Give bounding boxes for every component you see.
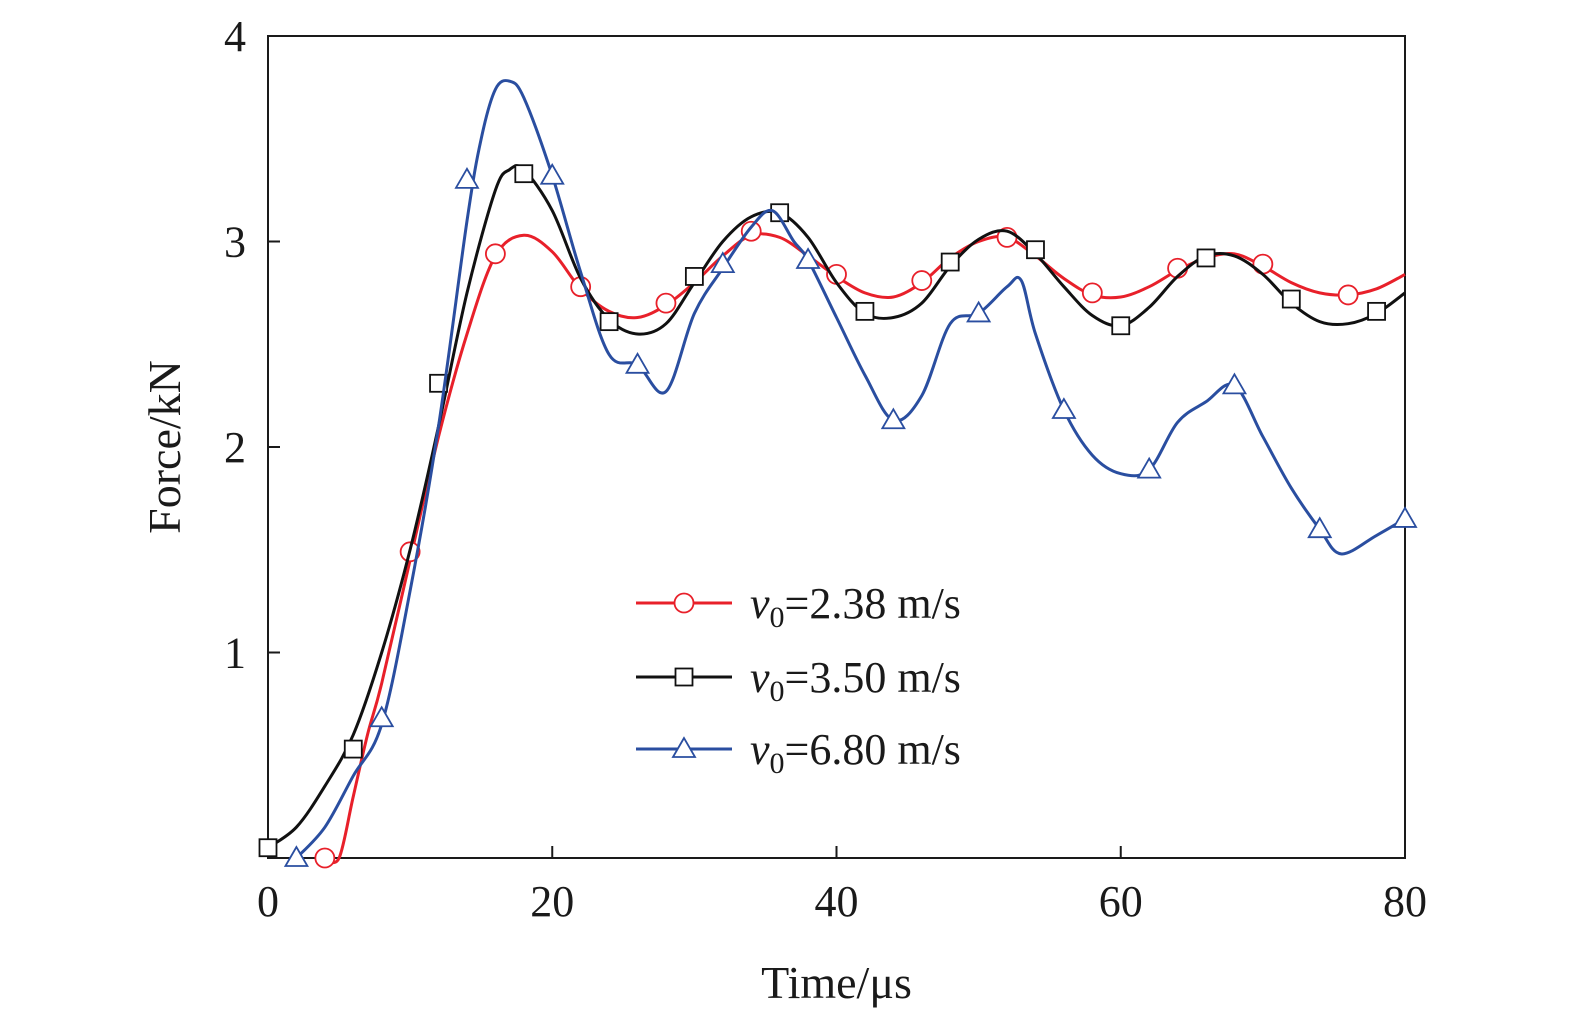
legend-var: v xyxy=(750,725,770,774)
square-marker xyxy=(343,739,363,759)
legend-label: v0=6.80 m/s xyxy=(750,725,961,780)
y-tick-label: 2 xyxy=(224,423,246,472)
legend-subscript: 0 xyxy=(770,747,785,780)
legend-label: v0=2.38 m/s xyxy=(750,579,961,634)
legend-value: =6.80 m/s xyxy=(785,725,961,774)
square-marker xyxy=(599,312,619,332)
square-marker xyxy=(1026,240,1045,260)
triangle-marker xyxy=(1051,397,1077,419)
circle-marker xyxy=(1337,284,1359,306)
circle-marker xyxy=(673,592,695,614)
square-marker xyxy=(1111,316,1131,336)
series-triangle xyxy=(283,79,1418,867)
x-tick-label: 60 xyxy=(1099,877,1143,926)
square-marker xyxy=(1367,301,1386,321)
triangle-marker xyxy=(283,845,309,867)
triangle-marker xyxy=(1392,506,1418,528)
triangle-marker xyxy=(671,736,697,758)
x-axis-title: Time/μs xyxy=(761,957,912,1008)
triangle-marker xyxy=(795,247,821,269)
legend-var: v xyxy=(750,653,770,702)
circle-marker xyxy=(484,243,506,265)
circle-marker xyxy=(314,847,336,869)
square-marker xyxy=(770,203,790,223)
legend-value: =2.38 m/s xyxy=(785,579,961,628)
legend-subscript: 0 xyxy=(770,601,785,634)
plot-area: 0 20 40 60 80 1 2 3 4 xyxy=(224,12,1427,926)
square-marker xyxy=(674,667,694,687)
square-marker xyxy=(940,252,960,272)
square-marker xyxy=(1281,289,1301,309)
square-marker xyxy=(514,164,534,184)
triangle-marker xyxy=(454,167,480,189)
legend-subscript: 0 xyxy=(770,675,785,708)
square-marker xyxy=(855,301,875,321)
triangle-marker xyxy=(624,352,651,374)
series-line xyxy=(295,79,1406,860)
triangle-marker xyxy=(369,705,395,728)
x-tick-label: 20 xyxy=(530,877,574,926)
series-layer xyxy=(258,79,1418,869)
circle-marker xyxy=(1081,282,1103,304)
legend-entry: v0=6.80 m/s xyxy=(636,725,961,780)
triangle-marker xyxy=(710,251,736,274)
triangle-marker xyxy=(966,300,992,323)
y-tick-label: 3 xyxy=(224,218,246,267)
circle-marker xyxy=(655,292,677,314)
square-marker xyxy=(1196,248,1216,268)
legend-value: =3.50 m/s xyxy=(785,653,961,702)
square-marker xyxy=(684,267,704,286)
triangle-marker xyxy=(880,407,906,430)
square-marker xyxy=(258,838,278,858)
circle-marker xyxy=(740,220,762,242)
y-tick-label: 1 xyxy=(224,629,246,678)
legend-var: v xyxy=(750,579,770,628)
legend-label: v0=3.50 m/s xyxy=(750,653,961,708)
x-tick-label: 0 xyxy=(257,877,279,926)
triangle-marker xyxy=(1136,456,1162,479)
x-tick-label: 80 xyxy=(1383,877,1427,926)
triangle-marker xyxy=(1307,516,1333,539)
triangle-marker xyxy=(1221,372,1248,395)
x-axis-ticks: 0 20 40 60 80 xyxy=(257,846,1427,926)
y-tick-label: 4 xyxy=(224,12,246,61)
x-tick-label: 40 xyxy=(815,877,859,926)
legend: v0=2.38 m/sv0=3.50 m/sv0=6.80 m/s xyxy=(636,579,961,780)
y-axis-ticks: 1 2 3 4 xyxy=(224,12,280,678)
legend-entry: v0=3.50 m/s xyxy=(636,653,961,708)
legend-entry: v0=2.38 m/s xyxy=(636,579,961,634)
y-axis-title: Force/kN xyxy=(139,360,190,534)
triangle-marker xyxy=(539,162,565,185)
circle-marker xyxy=(911,270,933,291)
